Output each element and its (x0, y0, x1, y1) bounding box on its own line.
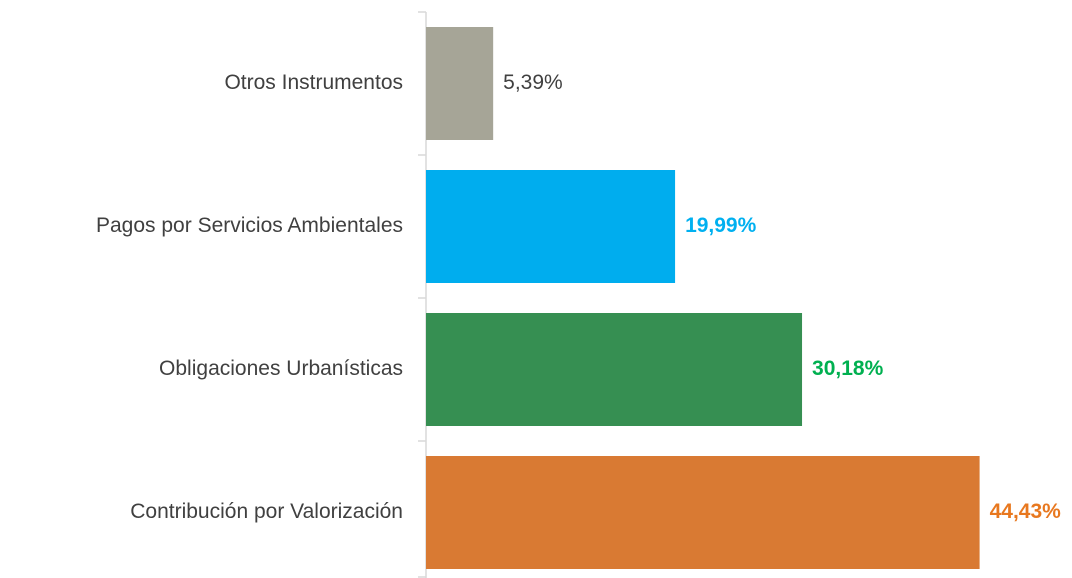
category-label: Pagos por Servicios Ambientales (96, 214, 403, 237)
value-label: 44,43% (990, 500, 1062, 523)
bar (426, 313, 803, 426)
value-label: 5,39% (503, 71, 563, 94)
category-label: Contribución por Valorización (130, 500, 403, 523)
value-label: 19,99% (685, 214, 757, 237)
bar (426, 456, 980, 569)
value-label: 30,18% (812, 357, 884, 380)
axis-ticks (418, 11, 426, 578)
category-label: Obligaciones Urbanísticas (159, 357, 403, 380)
bar (426, 170, 676, 283)
bar (426, 27, 494, 140)
category-label: Otros Instrumentos (224, 71, 403, 94)
